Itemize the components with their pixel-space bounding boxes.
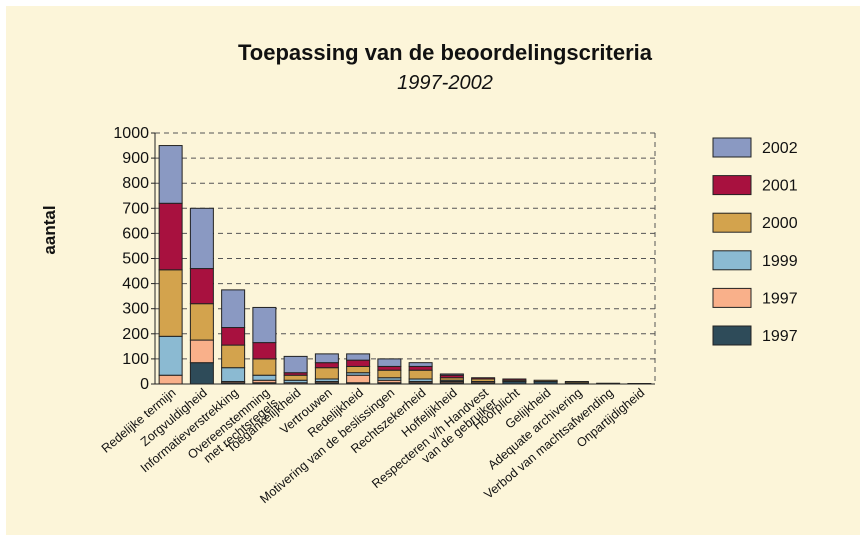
bar-segment (221, 344, 246, 369)
y-tick-label: 100 (122, 351, 149, 368)
bar-segment (189, 207, 214, 270)
y-tick-label: 200 (122, 326, 149, 343)
bar-segment (314, 362, 339, 369)
y-tick-label: 700 (122, 200, 149, 217)
y-tick-label: 400 (122, 276, 149, 293)
chart-title: Toepassing van de beoordelingscriteria (238, 40, 653, 65)
bar-segment (314, 353, 339, 364)
bar-segment (158, 145, 183, 204)
legend-swatch (712, 137, 752, 158)
bar-segment (158, 335, 183, 376)
y-tick-label: 1000 (113, 125, 149, 142)
bar-segment (221, 367, 246, 382)
bar-segment (283, 355, 308, 374)
chart-subtitle: 1997-2002 (397, 72, 493, 94)
legend-swatch (712, 175, 752, 196)
bar-segment (252, 306, 277, 344)
bar-segment (252, 374, 277, 381)
legend-swatch (712, 212, 752, 233)
bar-segment (314, 367, 339, 380)
legend-swatch (712, 287, 752, 308)
bar-segment (252, 342, 277, 360)
bar-segment (189, 303, 214, 341)
bar-segment (377, 365, 402, 371)
bar-segment (189, 268, 214, 305)
bar-segment (377, 358, 402, 367)
y-tick-label: 0 (140, 376, 149, 393)
bar-segment (158, 202, 183, 271)
bar-segment (377, 369, 402, 379)
bar-segment (533, 379, 558, 382)
bar-segment (221, 327, 246, 346)
legend-label: 2001 (762, 178, 798, 195)
bar-segment (471, 377, 496, 380)
bar-segment (408, 362, 433, 367)
y-axis-label: aantal (40, 205, 59, 254)
bar-segment (346, 365, 371, 374)
legend-label: 1999 (762, 253, 798, 270)
legend-swatch (712, 250, 752, 271)
legend-label: 1997 (762, 290, 798, 307)
legend-label: 1997 (762, 328, 798, 345)
bar-segment (439, 373, 464, 376)
y-tick-label: 300 (122, 301, 149, 318)
background (6, 6, 860, 535)
bar-segment (502, 378, 527, 381)
legend-label: 2002 (762, 140, 798, 157)
bar-segment (346, 374, 371, 384)
y-tick-label: 800 (122, 175, 149, 192)
bar-segment (346, 359, 371, 367)
y-tick-label: 500 (122, 251, 149, 268)
bar-segment (408, 365, 433, 371)
bar-segment (221, 289, 246, 329)
bar-segment (158, 269, 183, 337)
bar-segment (189, 362, 214, 385)
bar-segment (158, 374, 183, 385)
bar-segment (252, 358, 277, 376)
y-tick-label: 900 (122, 150, 149, 167)
bar-segment (346, 353, 371, 361)
bar-segment (564, 380, 589, 384)
legend-label: 2000 (762, 215, 798, 232)
bar-segment (408, 369, 433, 380)
bar-segment (283, 374, 308, 381)
y-tick-label: 600 (122, 225, 149, 242)
bar-segment (189, 339, 214, 364)
legend-swatch (712, 325, 752, 346)
